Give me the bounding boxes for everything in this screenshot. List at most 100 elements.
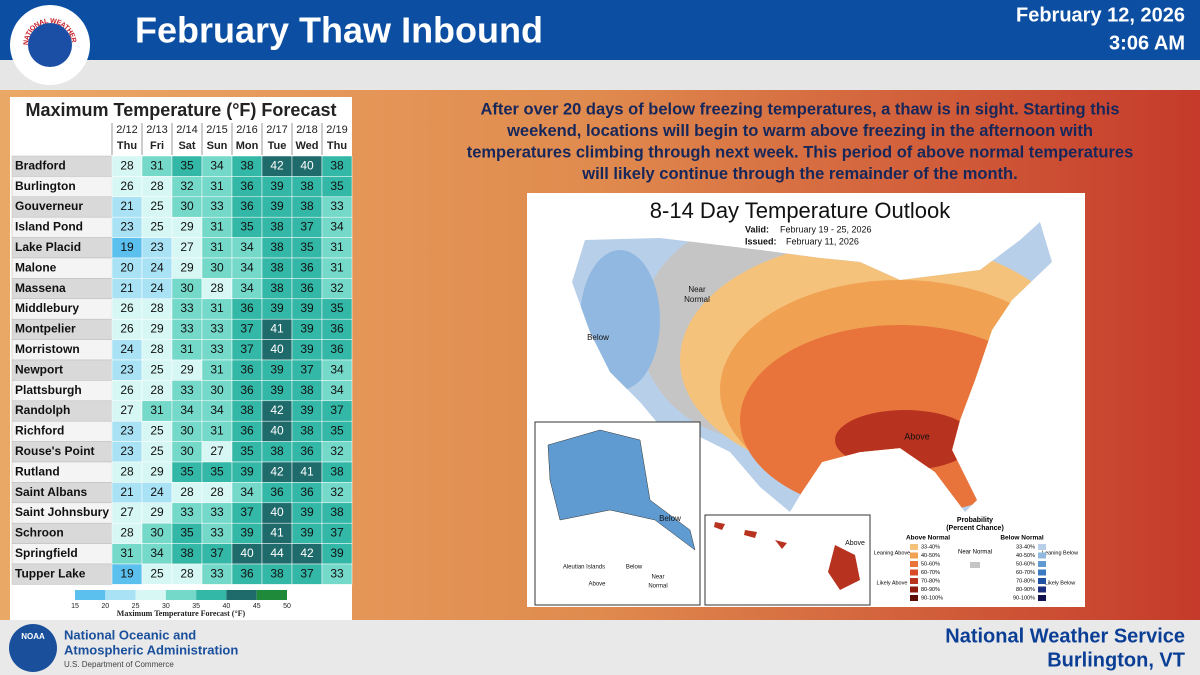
- colorbar-tick: 50: [283, 603, 291, 610]
- temp-value: 39: [270, 179, 284, 193]
- station-name: Morristown: [15, 342, 80, 356]
- temp-value: 35: [180, 464, 194, 478]
- map-label: Above: [904, 431, 930, 441]
- colorbar-tick: 40: [223, 603, 231, 610]
- hawaii: [714, 522, 860, 590]
- temp-value: 34: [240, 260, 254, 274]
- temp-value: 40: [270, 424, 284, 438]
- legend-above-range: 70-80%: [921, 578, 940, 584]
- office-line-2: Burlington, VT: [1047, 649, 1185, 671]
- date-header: 2/13: [146, 124, 167, 136]
- temp-value: 25: [150, 362, 164, 376]
- temp-value: 38: [270, 220, 284, 234]
- temp-value: 34: [240, 281, 254, 295]
- station-name: Newport: [15, 362, 63, 376]
- temp-value: 38: [270, 281, 284, 295]
- station-name: Montpelier: [15, 322, 76, 336]
- map-label: Normal: [684, 295, 710, 304]
- temp-value: 26: [120, 301, 134, 315]
- colorbar-segment: [135, 590, 166, 600]
- station-name: Tupper Lake: [15, 566, 86, 580]
- day-header: Tue: [268, 140, 287, 152]
- temp-value: 29: [180, 220, 194, 234]
- temp-value: 34: [330, 383, 344, 397]
- station-name: Rutland: [15, 464, 60, 478]
- legend-above-range: 50-60%: [921, 561, 940, 567]
- station-name: Island Pond: [15, 220, 83, 234]
- temp-value: 33: [210, 505, 224, 519]
- temp-value: 36: [240, 362, 254, 376]
- temp-value: 33: [180, 505, 194, 519]
- temp-value: 32: [180, 179, 194, 193]
- station-name: Schroon: [15, 526, 64, 540]
- temp-value: 34: [240, 485, 254, 499]
- temp-value: 28: [150, 301, 164, 315]
- legend-above-swatch: [910, 578, 918, 584]
- description-line: weekend, locations will begin to warm ab…: [506, 122, 1093, 140]
- legend-above-swatch: [910, 586, 918, 593]
- map-label: Above: [845, 540, 865, 547]
- temp-value: 38: [270, 260, 284, 274]
- legend-title: Probability: [957, 517, 993, 524]
- legend-lean-above: Leaning Above: [874, 550, 910, 556]
- day-header: Sat: [178, 140, 195, 152]
- temp-value: 30: [150, 526, 164, 540]
- temp-value: 37: [300, 220, 314, 234]
- temp-value: 31: [210, 240, 224, 254]
- temp-value: 39: [300, 526, 314, 540]
- temp-value: 25: [150, 424, 164, 438]
- temp-value: 32: [330, 281, 344, 295]
- map-label: Near: [651, 575, 664, 581]
- temp-value: 38: [300, 179, 314, 193]
- temp-value: 38: [330, 158, 344, 172]
- office-line-1: National Weather Service: [945, 625, 1185, 647]
- date-header: 2/18: [296, 124, 317, 136]
- temp-value: 36: [330, 322, 344, 336]
- map-label: Below: [626, 565, 643, 571]
- legend-above-range: 40-50%: [921, 553, 940, 559]
- legend-below-swatch: [1038, 552, 1046, 559]
- temp-value: 28: [180, 566, 194, 580]
- temp-value: 37: [240, 322, 254, 336]
- temp-value: 30: [180, 444, 194, 458]
- temp-value: 41: [270, 526, 284, 540]
- temp-value: 29: [150, 322, 164, 336]
- map-label: Below: [587, 333, 609, 342]
- station-name: Richford: [15, 424, 64, 438]
- day-header: Fri: [150, 140, 164, 152]
- temp-value: 25: [150, 199, 164, 213]
- temp-value: 33: [180, 322, 194, 336]
- date-header: 2/16: [236, 124, 257, 136]
- temp-value: 36: [300, 281, 314, 295]
- temp-value: 42: [300, 546, 314, 560]
- legend-below: Below Normal: [1000, 535, 1044, 542]
- temp-value: 37: [240, 505, 254, 519]
- temp-value: 30: [180, 424, 194, 438]
- day-header: Mon: [236, 140, 259, 152]
- legend-below-range: 50-60%: [1016, 561, 1035, 567]
- temp-value: 33: [210, 199, 224, 213]
- temp-value: 24: [150, 485, 164, 499]
- title: February Thaw Inbound: [135, 10, 543, 51]
- legend-below-range: 70-80%: [1016, 578, 1035, 584]
- description-line: After over 20 days of below freezing tem…: [480, 100, 1119, 118]
- header-bar: [0, 0, 1200, 60]
- temp-value: 23: [120, 362, 134, 376]
- temp-value: 41: [270, 322, 284, 336]
- station-name: Plattsburgh: [15, 383, 82, 397]
- temp-value: 21: [120, 199, 134, 213]
- temp-value: 42: [270, 403, 284, 417]
- station-name: Bradford: [15, 158, 66, 172]
- legend-below-swatch: [1038, 586, 1046, 593]
- station-name: Rouse's Point: [15, 444, 95, 458]
- temp-value: 37: [300, 362, 314, 376]
- legend-likely-above: Likely Above: [877, 580, 908, 586]
- temp-value: 28: [210, 485, 224, 499]
- colorbar-segment: [75, 590, 106, 600]
- temp-value: 39: [270, 199, 284, 213]
- temp-value: 21: [120, 281, 134, 295]
- temp-value: 26: [120, 383, 134, 397]
- temp-value: 19: [120, 566, 134, 580]
- temp-value: 39: [240, 526, 254, 540]
